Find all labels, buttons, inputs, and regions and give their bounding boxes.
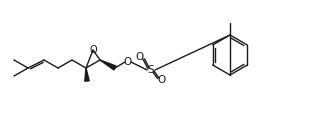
Text: S: S	[148, 65, 154, 75]
Polygon shape	[85, 68, 89, 81]
Text: O: O	[124, 57, 132, 67]
Text: O: O	[136, 52, 144, 62]
Polygon shape	[100, 60, 116, 70]
Text: O: O	[89, 45, 97, 55]
Text: O: O	[158, 75, 166, 85]
